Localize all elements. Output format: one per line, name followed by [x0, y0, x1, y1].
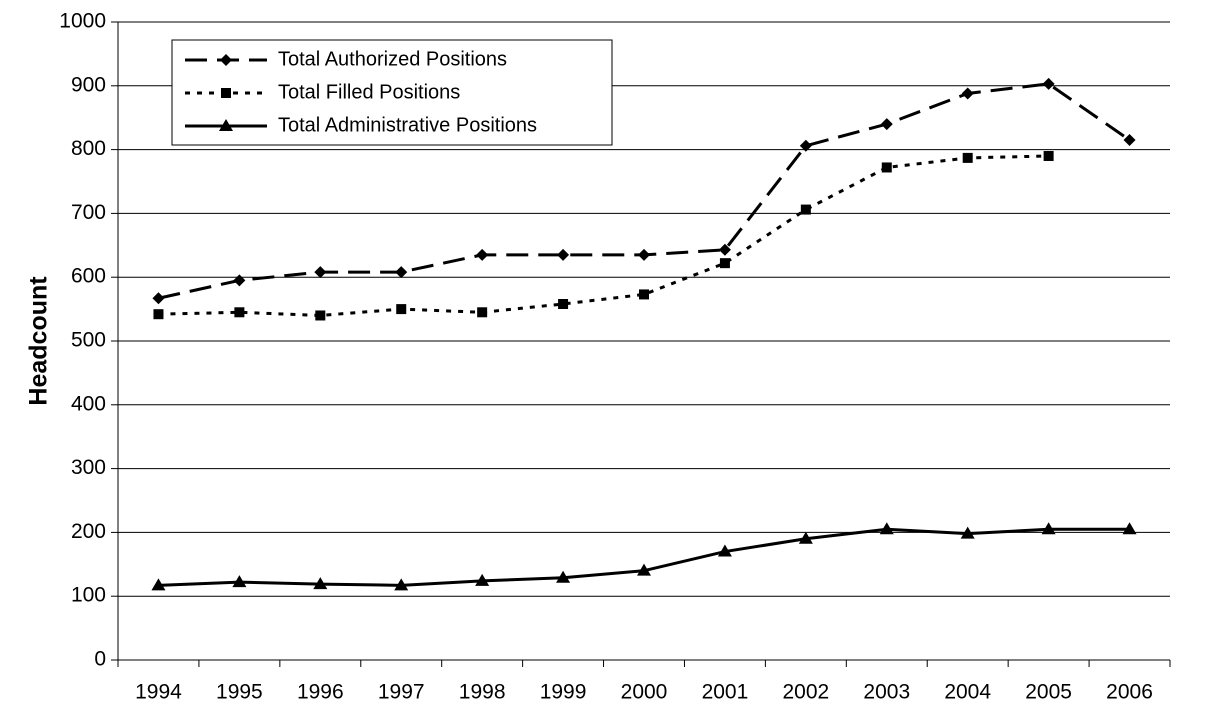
- x-tick-label: 1995: [216, 681, 263, 704]
- y-tick-label: 1000: [59, 10, 106, 33]
- marker: [798, 531, 813, 544]
- marker: [718, 243, 731, 256]
- marker: [960, 526, 975, 539]
- marker: [314, 266, 327, 279]
- marker: [394, 578, 409, 591]
- x-tick-label: 1994: [135, 681, 182, 704]
- marker: [151, 578, 166, 591]
- y-tick-label: 100: [71, 584, 106, 607]
- x-tick-label: 2002: [782, 681, 829, 704]
- series-line: [158, 154, 1049, 317]
- x-tick-label: 2000: [621, 681, 668, 704]
- x-tick-label: 1998: [459, 681, 506, 704]
- marker: [717, 544, 732, 557]
- marker: [637, 563, 651, 576]
- marker: [1122, 522, 1137, 535]
- x-tick-label: 2003: [863, 681, 910, 704]
- marker: [477, 307, 488, 318]
- y-tick-label: 900: [71, 73, 106, 96]
- marker: [799, 139, 812, 152]
- marker: [1042, 77, 1055, 90]
- marker: [1123, 134, 1136, 147]
- marker: [1041, 522, 1056, 535]
- y-axis-label: Headcount: [25, 276, 53, 406]
- marker: [880, 118, 893, 131]
- y-tick-label: 600: [71, 265, 106, 288]
- legend-label: Total Filled Positions: [278, 81, 460, 103]
- legend-marker: [220, 54, 232, 66]
- y-tick-label: 500: [71, 329, 106, 352]
- marker: [800, 204, 811, 215]
- legend-marker: [221, 88, 231, 98]
- marker: [719, 258, 730, 269]
- marker: [961, 87, 974, 100]
- y-tick-label: 400: [71, 392, 106, 415]
- marker: [313, 577, 328, 590]
- y-tick-label: 800: [71, 137, 106, 160]
- legend-marker: [219, 119, 233, 131]
- marker: [234, 307, 245, 318]
- x-tick-label: 2006: [1106, 681, 1153, 704]
- marker: [879, 522, 894, 535]
- marker: [639, 289, 649, 300]
- marker: [232, 575, 247, 588]
- marker: [962, 152, 973, 163]
- marker: [396, 304, 407, 315]
- x-tick-label: 1999: [540, 681, 587, 704]
- marker: [475, 573, 490, 586]
- series-line: [158, 527, 1130, 587]
- x-tick-label: 2001: [702, 681, 749, 704]
- y-tick-label: 300: [71, 456, 106, 479]
- marker: [395, 266, 408, 279]
- x-tick-label: 2004: [944, 681, 991, 704]
- marker: [476, 248, 489, 261]
- marker: [233, 274, 246, 287]
- marker: [315, 310, 326, 321]
- marker: [152, 292, 165, 305]
- marker: [556, 570, 571, 583]
- marker: [557, 248, 570, 261]
- y-tick-label: 200: [71, 520, 106, 543]
- marker: [638, 248, 650, 261]
- marker: [1043, 150, 1054, 161]
- legend-label: Total Administrative Positions: [278, 114, 537, 136]
- marker: [558, 298, 569, 309]
- legend: Total Authorized Positions Total Filled P…: [171, 39, 613, 146]
- x-tick-label: 2005: [1025, 681, 1072, 704]
- legend-label: Total Authorized Positions: [278, 48, 507, 70]
- x-tick-label: 1996: [297, 681, 344, 704]
- marker: [153, 309, 164, 320]
- x-tick-label: 1997: [378, 681, 425, 704]
- marker: [881, 162, 892, 173]
- y-tick-label: 0: [94, 648, 106, 671]
- y-tick-label: 700: [71, 201, 106, 224]
